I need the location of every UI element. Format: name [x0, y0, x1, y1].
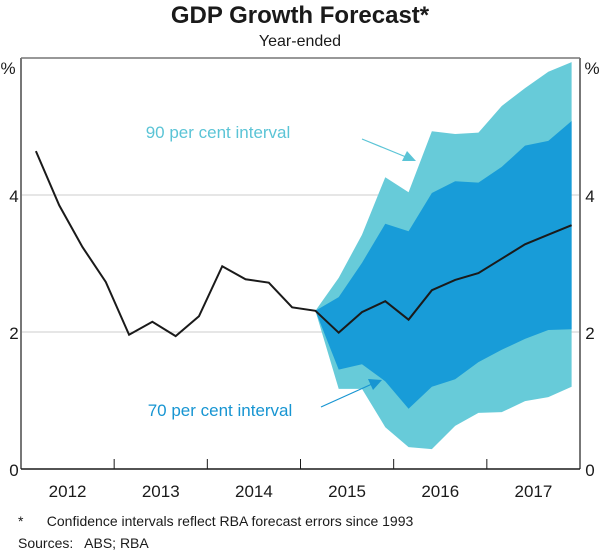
y-tick-label-right: 2 — [585, 324, 594, 343]
y-tick-label-right: 4 — [585, 187, 594, 206]
chart-title: GDP Growth Forecast* — [170, 2, 430, 29]
annotation-70-per-cent: 70 per cent interval — [148, 401, 293, 420]
arrow-head-90-icon — [402, 151, 416, 161]
x-tick-label: 2016 — [421, 482, 459, 501]
y-unit-right: % — [584, 59, 599, 78]
arrow-head-70-icon — [368, 379, 382, 390]
central-forecast-line — [34, 150, 572, 338]
footnote: * Confidence intervals reflect RBA forec… — [18, 513, 414, 529]
x-tick-label: 2014 — [235, 482, 273, 501]
y-tick-label-left: 4 — [9, 187, 18, 206]
x-tick-label: 2015 — [328, 482, 366, 501]
y-unit-left: % — [0, 59, 15, 78]
annotation-arrow-90 — [361, 138, 407, 158]
y-tick-label-left: 2 — [9, 324, 18, 343]
x-tick-label: 2017 — [515, 482, 553, 501]
sources-note: Sources: ABS; RBA — [18, 535, 149, 551]
annotation-90-per-cent: 90 per cent interval — [146, 123, 291, 142]
annotation-arrow-70 — [320, 383, 373, 408]
x-tick-label: 2012 — [49, 482, 87, 501]
y-tick-label-left: 0 — [9, 461, 18, 480]
y-tick-label-right: 0 — [585, 461, 594, 480]
band-70-per-cent — [315, 121, 572, 409]
chart-subtitle: Year-ended — [258, 33, 342, 50]
x-tick-label: 2013 — [142, 482, 180, 501]
